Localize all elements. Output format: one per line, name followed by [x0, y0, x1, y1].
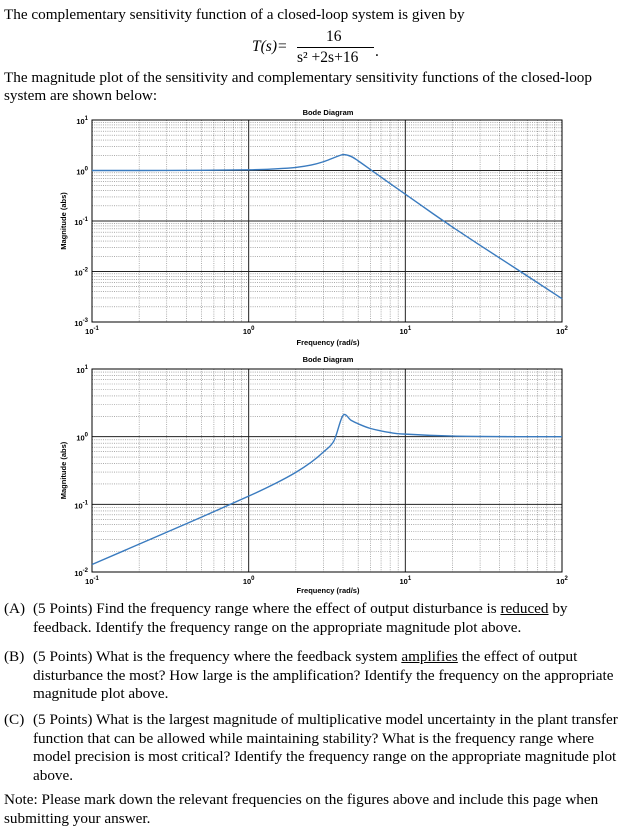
x-tick-label: 100: [243, 576, 255, 586]
plot-title: Bode Diagram: [303, 108, 354, 117]
question-label: (A): [4, 600, 26, 617]
intro-text: The complementary sensitivity function o…: [4, 6, 465, 23]
minor-grid: [92, 120, 562, 322]
y-tick-label: 100: [76, 433, 88, 443]
x-axis-label: Frequency (rad/s): [297, 338, 360, 347]
question-a: (A) (5 Points) Find the frequency range w…: [4, 600, 622, 637]
question-text: (5 Points) What is the largest magnitude…: [33, 711, 618, 784]
x-tick-label: 102: [556, 576, 568, 586]
question-text: (5 Points) What is the frequency where t…: [33, 648, 614, 702]
description-line-1: The magnitude plot of the sensitivity an…: [4, 69, 592, 86]
y-axis-label: Magnitude (abs): [59, 192, 68, 250]
bode-plot-sensitivity: 10-1 100 101 102 101 100 10-1 10-2 10-3 Bode Diag…: [59, 108, 569, 347]
y-axis-label: Magnitude (abs): [59, 441, 68, 499]
question-c: (C) (5 Points) What is the largest magnit…: [4, 711, 622, 785]
note-line: Note: Please mark down the relevant freq…: [4, 791, 599, 827]
x-tick-label: 10-1: [85, 576, 99, 586]
x-tick-label: 10-1: [85, 326, 99, 336]
fraction-bar: [297, 47, 374, 48]
y-tick-label: 101: [76, 116, 88, 126]
description-line-2: system are shown below:: [4, 87, 158, 104]
x-tick-label: 100: [243, 326, 255, 336]
plot-frame: [91, 119, 563, 323]
magnitude-curve: [91, 153, 563, 300]
minor-grid: [92, 369, 562, 572]
equation-denominator: s² +2s+16: [297, 49, 359, 66]
x-tick-label: 102: [556, 326, 568, 336]
equation-period: .: [375, 43, 379, 60]
y-tick-label: 10-2: [74, 568, 88, 578]
equation-numerator: 16: [326, 28, 342, 45]
y-tick-label: 101: [76, 365, 88, 375]
y-tick-label: 100: [76, 167, 88, 177]
x-tick-label: 101: [399, 326, 411, 336]
magnitude-curve: [91, 413, 563, 566]
plot-frame: [91, 368, 563, 573]
question-label: (C): [4, 711, 25, 728]
question-text: (5 Points) Find the frequency range wher…: [33, 600, 568, 636]
y-tick-label: 10-2: [74, 268, 88, 278]
question-label: (B): [4, 648, 25, 665]
y-tick-label: 10-1: [74, 217, 88, 227]
x-tick-label: 101: [399, 576, 411, 586]
equation-lhs: T(s)=: [252, 38, 288, 55]
plot-area: [92, 369, 562, 572]
plot-title: Bode Diagram: [303, 355, 354, 364]
y-tick-label: 10-1: [74, 500, 88, 510]
question-b: (B) (5 Points) What is the frequency wher…: [4, 648, 622, 704]
y-tick-label: 10-3: [74, 318, 88, 328]
x-axis-label: Frequency (rad/s): [297, 586, 360, 595]
